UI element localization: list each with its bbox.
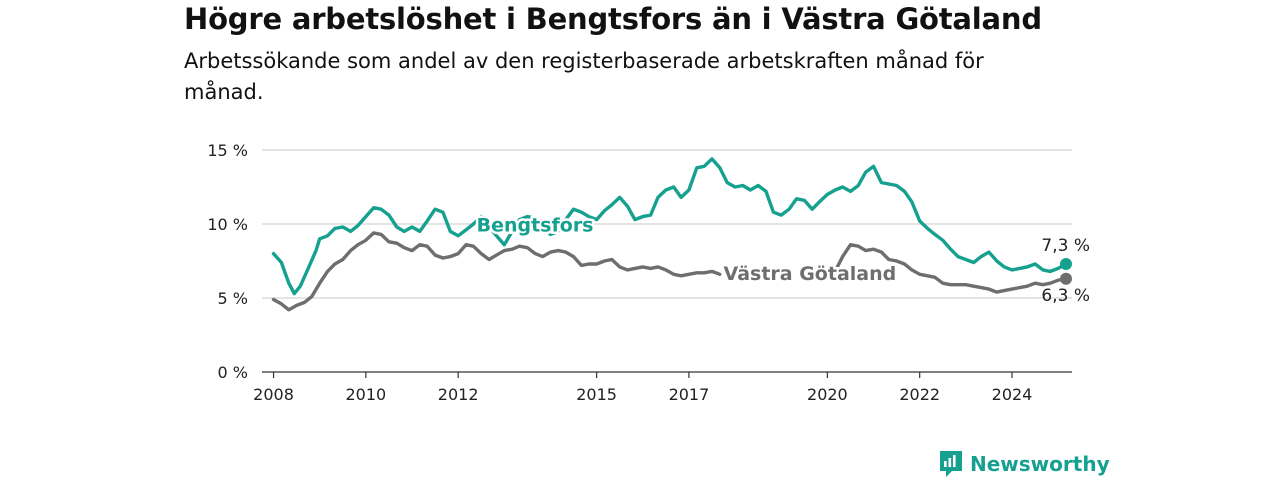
x-tick-label: 2017 bbox=[669, 385, 710, 404]
newsworthy-logo[interactable]: Newsworthy bbox=[938, 449, 1110, 479]
x-tick-label: 2008 bbox=[253, 385, 294, 404]
series-end-marker bbox=[1060, 257, 1072, 270]
annotations: 7,3 % 6,3 % Bengtsfors Västra Götaland bbox=[474, 212, 1090, 306]
newsworthy-logo-icon bbox=[940, 451, 962, 477]
series-line-0 bbox=[271, 157, 1068, 296]
x-tick-label: 2020 bbox=[807, 385, 848, 404]
x-tick-label: 2015 bbox=[576, 385, 617, 404]
x-axis: 2008 2010 2012 2015 2017 2020 2022 2024 bbox=[253, 371, 1072, 404]
series-line-1 bbox=[271, 231, 1068, 312]
chart-subtitle: Arbetssökande som andel av den registerb… bbox=[184, 49, 984, 104]
y-axis: 0 % 5 % 10 % 15 % bbox=[207, 141, 248, 382]
x-tick-label: 2022 bbox=[899, 385, 940, 404]
x-tick-label: 2024 bbox=[992, 385, 1033, 404]
y-tick-label: 0 % bbox=[218, 363, 248, 382]
series-label: Bengtsfors bbox=[477, 214, 594, 236]
series-end-marker bbox=[1060, 272, 1072, 285]
series-lines bbox=[271, 157, 1072, 312]
y-tick-label: 10 % bbox=[207, 215, 248, 234]
series-label: Västra Götaland bbox=[724, 263, 897, 285]
end-value-label: 7,3 % bbox=[1041, 236, 1090, 256]
x-tick-label: 2010 bbox=[345, 385, 386, 404]
y-tick-label: 5 % bbox=[218, 289, 248, 308]
end-value-label: 6,3 % bbox=[1041, 286, 1090, 306]
brand-name: Newsworthy bbox=[970, 452, 1110, 476]
y-tick-label: 15 % bbox=[207, 141, 248, 160]
chart-title: Högre arbetslöshet i Bengtsfors än i Väs… bbox=[184, 2, 1042, 36]
grid-lines bbox=[262, 149, 1072, 299]
x-tick-label: 2012 bbox=[438, 385, 479, 404]
